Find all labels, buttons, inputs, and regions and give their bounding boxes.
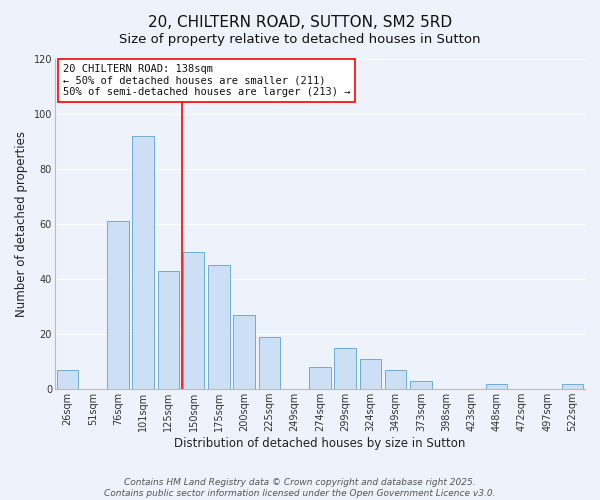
Bar	[334, 348, 356, 389]
Bar	[133, 136, 154, 389]
Bar	[208, 266, 230, 389]
Bar	[57, 370, 78, 389]
Bar	[410, 381, 431, 389]
X-axis label: Distribution of detached houses by size in Sutton: Distribution of detached houses by size …	[174, 437, 466, 450]
Bar	[107, 222, 128, 389]
Text: Size of property relative to detached houses in Sutton: Size of property relative to detached ho…	[119, 32, 481, 46]
Bar	[486, 384, 508, 389]
Bar	[309, 367, 331, 389]
Bar	[359, 359, 381, 389]
Text: Contains HM Land Registry data © Crown copyright and database right 2025.
Contai: Contains HM Land Registry data © Crown c…	[104, 478, 496, 498]
Bar	[183, 252, 205, 389]
Text: 20, CHILTERN ROAD, SUTTON, SM2 5RD: 20, CHILTERN ROAD, SUTTON, SM2 5RD	[148, 15, 452, 30]
Y-axis label: Number of detached properties: Number of detached properties	[15, 131, 28, 317]
Bar	[233, 315, 255, 389]
Bar	[158, 271, 179, 389]
Text: 20 CHILTERN ROAD: 138sqm
← 50% of detached houses are smaller (211)
50% of semi-: 20 CHILTERN ROAD: 138sqm ← 50% of detach…	[63, 64, 350, 97]
Bar	[259, 337, 280, 389]
Bar	[385, 370, 406, 389]
Bar	[562, 384, 583, 389]
